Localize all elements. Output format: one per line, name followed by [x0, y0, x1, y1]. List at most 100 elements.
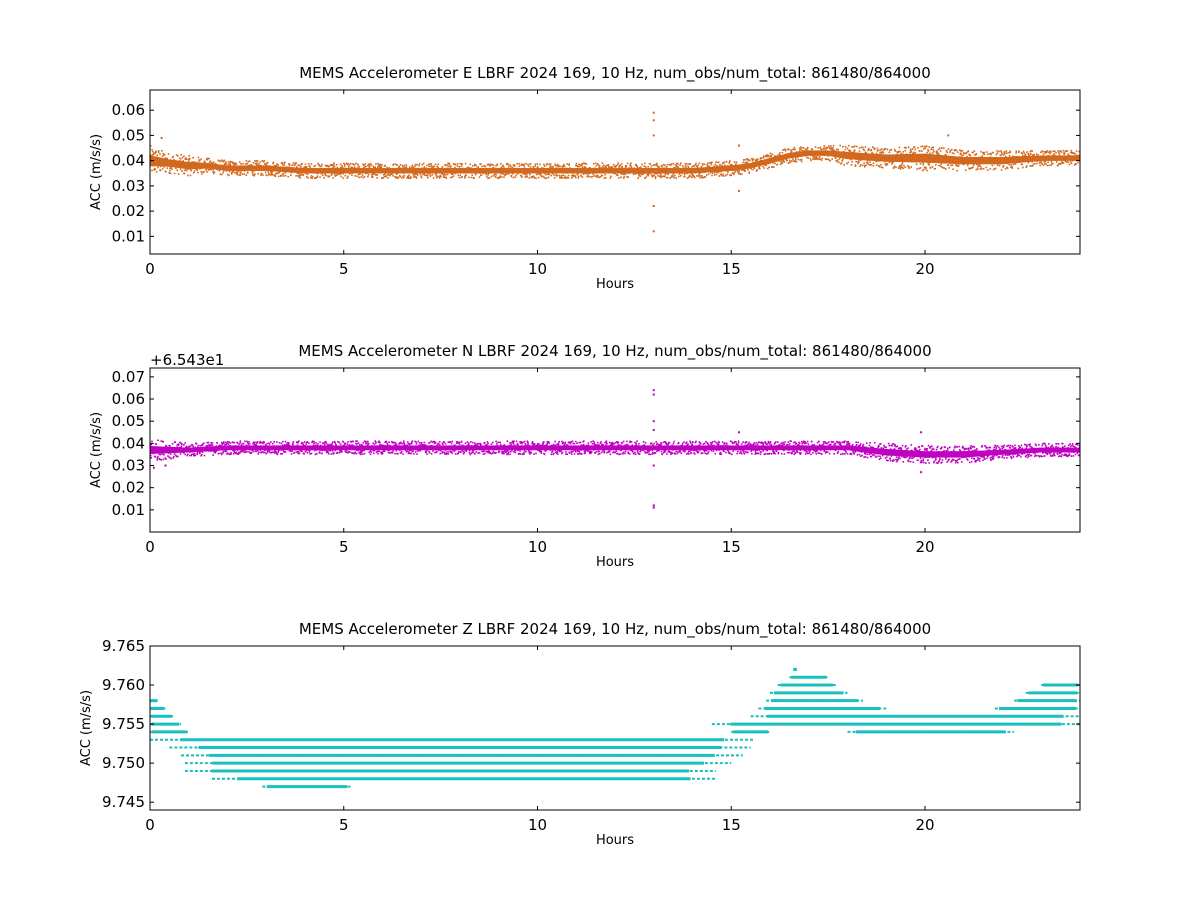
data-point: [921, 150, 923, 152]
data-point: [774, 162, 776, 165]
data-point: [836, 159, 839, 161]
data-point: [823, 144, 826, 147]
data-point: [666, 163, 669, 166]
data-point: [216, 164, 219, 167]
data-point: [686, 172, 689, 175]
data-point: [763, 157, 765, 159]
data-point: [612, 170, 614, 173]
data-point: [717, 171, 720, 174]
data-point: [214, 448, 217, 450]
data-point: [901, 166, 903, 169]
data-point: [810, 153, 813, 156]
data-point: [237, 453, 240, 456]
data-point: [229, 442, 232, 444]
data-point: [930, 159, 932, 162]
data-point: [693, 167, 696, 170]
data-point: [407, 175, 410, 178]
data-point: [1014, 155, 1016, 158]
data-point: [253, 174, 256, 177]
data-point: [912, 153, 915, 155]
data-point: [197, 450, 200, 452]
data-point: [930, 148, 932, 151]
data-point: [939, 147, 941, 150]
data-point: [786, 159, 788, 162]
data-point: [737, 166, 740, 168]
data-point: [577, 177, 580, 179]
data-point: [262, 451, 265, 454]
data-point: [828, 151, 831, 153]
data-point: [264, 451, 266, 454]
data-point: [1008, 163, 1011, 166]
data-point: [169, 167, 171, 170]
data-point: [441, 173, 444, 175]
data-point: [430, 164, 433, 167]
data-point: [214, 167, 216, 170]
data-point: [740, 167, 743, 169]
data-point: [374, 166, 376, 168]
data-point: [422, 171, 425, 174]
data-point: [881, 148, 883, 150]
data-point: [588, 175, 590, 178]
data-point: [651, 170, 653, 173]
data-point: [270, 441, 272, 443]
data-point: [931, 147, 933, 149]
data-point: [435, 175, 438, 177]
data-point: [333, 165, 336, 168]
outlier-point: [738, 189, 740, 192]
data-point: [244, 166, 246, 169]
data-point: [155, 171, 158, 173]
data-point: [668, 170, 671, 173]
data-point: [392, 175, 394, 177]
data-point: [310, 163, 313, 165]
data-point: [882, 152, 885, 154]
data-point: [226, 441, 229, 443]
data-point: [579, 170, 582, 173]
data-point: [806, 156, 808, 159]
data-point: [607, 164, 610, 167]
data-point: [600, 166, 602, 169]
data-point: [309, 448, 312, 450]
data-point: [873, 157, 875, 159]
data-point: [701, 176, 703, 179]
data-point: [234, 447, 237, 450]
data-point: [210, 164, 213, 167]
data-point: [614, 166, 617, 168]
data-point: [735, 170, 737, 172]
data-point: [385, 175, 387, 178]
data-point: [531, 175, 534, 178]
data-point: [244, 440, 246, 443]
data-point: [244, 449, 246, 452]
data-point: [580, 163, 583, 165]
data-point: [794, 160, 796, 163]
data-point: [289, 169, 291, 171]
data-point: [840, 156, 843, 159]
data-point: [1069, 156, 1071, 159]
data-point: [685, 163, 687, 165]
data-point: [636, 166, 639, 169]
data-point: [242, 168, 244, 170]
data-point: [604, 165, 607, 168]
data-point: [947, 164, 950, 166]
data-point: [227, 452, 230, 455]
data-point: [296, 172, 299, 175]
data-point: [677, 167, 680, 170]
data-point: [900, 152, 903, 155]
data-point: [460, 165, 463, 167]
data-point: [864, 146, 867, 148]
data-point: [387, 177, 389, 179]
data-point: [863, 164, 866, 167]
data-point: [303, 453, 305, 455]
data-point: [218, 160, 221, 163]
data-point: [836, 155, 838, 157]
data-point: [386, 166, 388, 169]
data-point: [834, 154, 836, 156]
data-point: [293, 451, 295, 454]
data-point: [954, 159, 956, 161]
data-point: [722, 162, 725, 165]
data-point: [224, 162, 226, 165]
data-point: [385, 169, 387, 172]
data-point: [231, 447, 234, 449]
data-point: [745, 167, 747, 169]
data-point: [414, 173, 417, 175]
data-point: [306, 441, 309, 443]
